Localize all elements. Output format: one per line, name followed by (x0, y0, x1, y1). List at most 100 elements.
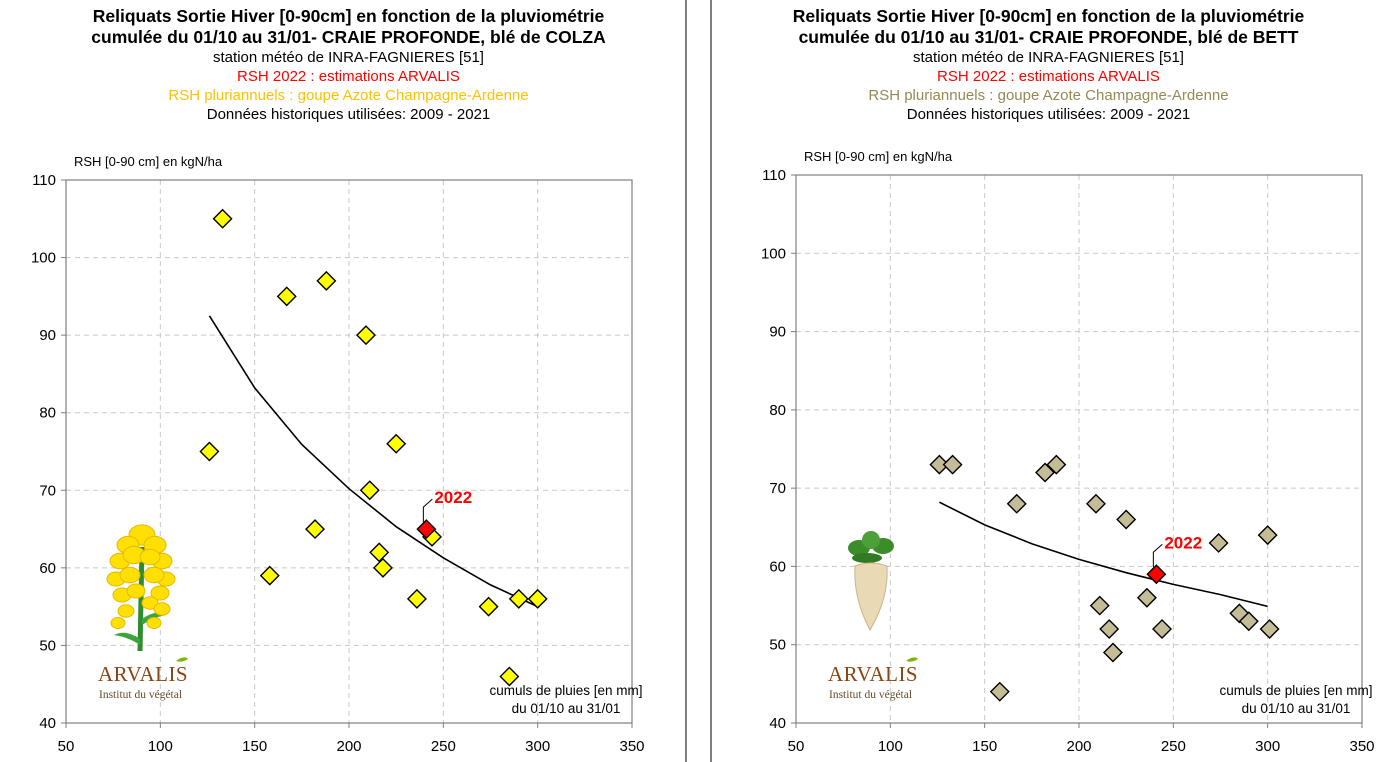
data-label-2022: 2022 (1164, 533, 1202, 552)
x-axis-label-line1: cumuls de pluies [en mm] (1219, 683, 1372, 698)
chart-panel-bett: Reliquats Sortie Hiver [0-90cm] en fonct… (697, 0, 1394, 762)
estimate-legend-label: RSH 2022 : estimations ARVALIS (237, 68, 460, 85)
chart-title-line1: Reliquats Sortie Hiver [0-90cm] en fonct… (92, 6, 605, 26)
beet-root (854, 562, 888, 632)
scatter-plot-bett: 50 100 150 200 250 300 350405060708090100110RS… (761, 149, 1375, 755)
label-leader-line (1152, 543, 1163, 568)
data-point-history (1085, 493, 1106, 514)
logo-tagline: Institut du végétal (829, 689, 912, 701)
data-point-history (1116, 509, 1137, 530)
scatter-plot-colza: 50 100 150 200 250 300 350405060708090100110RS… (31, 154, 645, 755)
chart-title-line2: cumulée du 01/10 au 31/01- CRAIE PROFOND… (798, 27, 1299, 47)
data-point-history (1089, 595, 1110, 616)
data-point-history (942, 454, 963, 475)
y-axis-label: RSH [0-90 cm] en kgN/ha (804, 149, 953, 164)
y-tick-label: 60 (39, 560, 56, 577)
beet-leaf (862, 531, 880, 549)
x-tick-label: 150 (972, 738, 997, 755)
x-tick-label: 250 (1161, 738, 1186, 755)
data-point-history (1046, 454, 1067, 475)
flower-petal-cluster (153, 602, 171, 616)
chart-title-block: Reliquats Sortie Hiver [0-90cm] en fonct… (700, 6, 1394, 124)
y-tick-label: 60 (769, 558, 786, 575)
flower-leaf (142, 612, 166, 625)
data-point-2022 (416, 519, 437, 540)
x-tick-label: 250 (431, 738, 456, 755)
data-point-history (1102, 642, 1123, 663)
flower-petal-cluster (150, 585, 170, 601)
data-point-history (527, 588, 548, 609)
years-label: Données historiques utilisées: 2009 - 20… (206, 106, 491, 123)
y-tick-label: 80 (769, 402, 786, 419)
flower-petal-cluster (110, 617, 126, 629)
rapeseed-flower-icon (106, 524, 176, 652)
history-legend-label: RSH pluriannuels : goupe Azote Champagne… (868, 87, 1229, 104)
data-point-history (1208, 532, 1229, 553)
flower-petal-cluster (146, 617, 162, 629)
data-point-history (1259, 619, 1280, 640)
flower-petal-cluster (143, 566, 165, 584)
panel-divider-right (710, 0, 712, 762)
x-tick-label: 150 (242, 738, 267, 755)
data-point-history (989, 681, 1010, 702)
logo-arvalis: ARVALIS (98, 662, 188, 686)
x-tick-label: 50 (58, 738, 75, 755)
y-tick-label: 90 (39, 327, 56, 344)
logo-leaf-icon (906, 657, 918, 662)
data-point-history (259, 565, 280, 586)
sugar-beet-icon (848, 531, 894, 632)
y-axis-label: RSH [0-90 cm] en kgN/ha (74, 154, 223, 169)
x-axis-label-line2: du 01/10 au 31/01 (1242, 701, 1351, 716)
chart-panel-colza: Reliquats Sortie Hiver [0-90cm] en fonct… (31, 6, 645, 755)
panel-divider-left (685, 0, 687, 762)
logo-arvalis: ARVALIS (828, 662, 918, 686)
trend-curve (939, 501, 1268, 608)
y-tick-label: 50 (39, 637, 56, 654)
y-tick-label: 50 (769, 637, 786, 654)
data-point-history (1006, 493, 1027, 514)
history-legend-label: RSH pluriannuels : goupe Azote Champagne… (168, 87, 529, 104)
chart-title-line1: Reliquats Sortie Hiver [0-90cm] en fonct… (792, 6, 1305, 26)
beet-leaf (852, 553, 882, 563)
y-tick-label: 70 (39, 482, 56, 499)
data-point-history (355, 325, 376, 346)
years-label: Données historiques utilisées: 2009 - 20… (906, 106, 1191, 123)
y-tick-label: 100 (31, 250, 56, 267)
data-point-history (508, 588, 529, 609)
data-point-history (316, 270, 337, 291)
y-tick-label: 110 (762, 167, 786, 184)
data-point-history (499, 666, 520, 687)
flower-petal-cluster (126, 583, 146, 599)
x-tick-label: 300 (525, 738, 550, 755)
data-point-history (305, 519, 326, 540)
label-leader-line (422, 498, 433, 523)
x-tick-label: 300 (1255, 738, 1280, 755)
data-label-2022: 2022 (434, 488, 472, 507)
data-point-history (212, 208, 233, 229)
y-tick-label: 90 (769, 324, 786, 341)
data-point-history (478, 596, 499, 617)
data-point-history (276, 286, 297, 307)
y-tick-label: 40 (39, 715, 56, 732)
data-point-history (199, 441, 220, 462)
flower-petal-cluster (139, 548, 161, 566)
x-axis-label-line2: du 01/10 au 31/01 (512, 701, 621, 716)
x-tick-label: 200 (1066, 738, 1091, 755)
x-tick-label: 200 (336, 738, 361, 755)
x-tick-label: 350 (619, 738, 644, 755)
data-point-2022 (1146, 564, 1167, 585)
data-point-history (929, 454, 950, 475)
logo-leaf-icon (176, 657, 188, 662)
data-point-history (372, 557, 393, 578)
flower-petal-cluster (141, 596, 159, 610)
x-tick-label: 100 (878, 738, 903, 755)
data-point-history (1238, 611, 1259, 632)
flower-leaf (114, 632, 140, 645)
x-tick-label: 350 (1349, 738, 1374, 755)
y-tick-label: 40 (769, 715, 786, 732)
data-point-history (386, 433, 407, 454)
x-tick-label: 100 (148, 738, 173, 755)
y-tick-label: 80 (39, 405, 56, 422)
flower-stem (137, 546, 145, 652)
y-tick-label: 70 (769, 480, 786, 497)
